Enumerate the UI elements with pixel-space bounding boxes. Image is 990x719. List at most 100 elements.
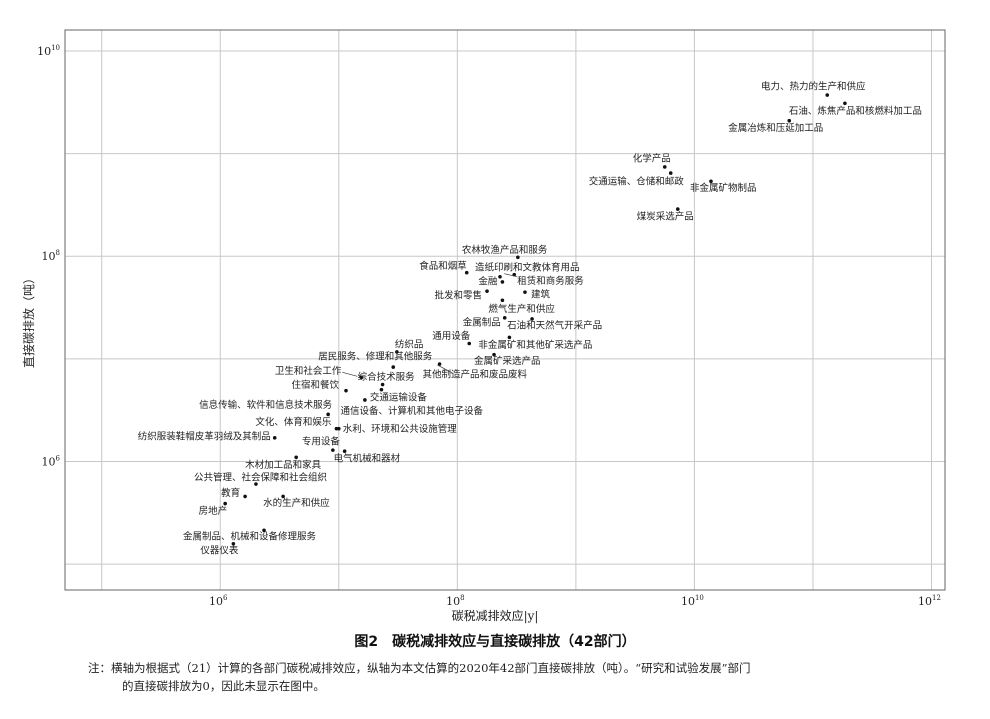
- y-tick-label: 106: [42, 455, 61, 469]
- data-point: [843, 101, 847, 106]
- data-point: [662, 165, 667, 169]
- data-point-label: 纺织品: [395, 338, 424, 350]
- data-point: [485, 289, 489, 293]
- data-point-label: 造纸印刷和文教体育用品: [475, 261, 580, 273]
- data-point: [380, 382, 385, 387]
- data-point-label: 食品和烟草: [419, 260, 467, 272]
- data-point-label: 金融: [478, 275, 498, 287]
- leader-line: [342, 371, 358, 377]
- data-point-label: 电力、热力的生产和供应: [761, 81, 866, 93]
- x-tick-label: 106: [209, 594, 228, 608]
- data-point: [272, 436, 277, 440]
- data-point: [391, 365, 396, 369]
- figure-caption: 图2 碳税减排效应与直接碳排放（42部门）: [354, 634, 636, 650]
- data-point-label: 煤炭采选产品: [637, 211, 694, 223]
- y-tick-labels: 106 108 1010: [37, 44, 60, 469]
- gridlines: [65, 30, 945, 590]
- data-point-label: 金属冶炼和压延加工品: [728, 122, 823, 134]
- data-point-label: 批发和零售: [435, 290, 483, 302]
- data-point-label: 水利、环境和公共设施管理: [343, 423, 458, 435]
- data-point-label: 水的生产和供应: [263, 497, 330, 509]
- data-point-label: 文化、体育和娱乐: [255, 416, 332, 428]
- data-point: [787, 118, 792, 123]
- data-points: 电力、热力的生产和供应石油、炼焦产品和核燃料加工品金属冶炼和压延加工品化学产品交…: [138, 81, 922, 557]
- data-point: [500, 298, 505, 303]
- data-point: [502, 316, 507, 320]
- data-point: [668, 171, 673, 175]
- figure-note: 注：横轴为根据式（21）计算的各部门碳税减排效应，纵轴为本文估算的2020年42…: [88, 659, 968, 695]
- data-point: [507, 335, 512, 340]
- data-point-label: 燃气生产和供应: [488, 303, 555, 315]
- plot-frame: [64, 29, 946, 591]
- data-point-label: 石油、炼焦产品和核燃料加工品: [789, 105, 922, 117]
- data-point: [262, 528, 266, 533]
- x-tick-label: 1012: [918, 594, 941, 608]
- data-point: [379, 387, 384, 392]
- data-point-label: 非金属矿物制品: [690, 182, 757, 194]
- data-point-label: 纺织服装鞋帽皮革羽绒及其制品: [138, 430, 271, 442]
- data-point-label: 租赁和商务服务: [517, 275, 584, 287]
- x-tick-label: 108: [446, 594, 464, 608]
- data-point: [530, 317, 534, 321]
- data-point-label: 金属制品: [463, 316, 501, 328]
- y-axis-label: 直接碳排放（吨）: [21, 272, 36, 368]
- y-tick-label: 108: [42, 249, 60, 263]
- data-point: [281, 494, 285, 499]
- leader-line: [437, 364, 453, 374]
- note-line-1: 注：横轴为根据式（21）计算的各部门碳税减排效应，纵轴为本文估算的2020年42…: [88, 661, 751, 675]
- x-tick-labels: 106 108 1010 1012: [209, 594, 941, 608]
- x-tick-label: 1010: [681, 594, 704, 608]
- data-point: [825, 93, 830, 97]
- data-point: [675, 207, 680, 211]
- data-point-label: 综合技术服务: [358, 371, 416, 383]
- data-point-label: 石油和天然气开采产品: [507, 319, 602, 331]
- data-point: [709, 179, 713, 184]
- data-point: [231, 541, 236, 546]
- data-point-label: 住宿和餐饮: [291, 379, 339, 391]
- data-point-label: 金属矿采选产品: [474, 355, 541, 367]
- data-point-label: 通用设备: [432, 330, 471, 342]
- data-point: [342, 449, 347, 454]
- y-tick-label: 1010: [37, 44, 60, 58]
- data-point: [337, 426, 341, 431]
- data-point-label: 仪器仪表: [200, 544, 239, 556]
- data-point-label: 卫生和社会工作: [275, 365, 342, 377]
- data-point: [359, 375, 364, 380]
- data-point-label: 公共管理、社会保障和社会组织: [194, 472, 327, 484]
- data-point-label: 房地产: [199, 505, 228, 517]
- data-point-label: 非金属矿和其他矿采选产品: [478, 339, 592, 351]
- data-point: [492, 352, 496, 357]
- data-point-label: 教育: [221, 487, 240, 499]
- leader-line: [504, 273, 518, 278]
- data-point-label: 电气机械和器材: [334, 453, 401, 465]
- data-point-label: 农林牧渔产品和服务: [462, 244, 548, 256]
- data-point-label: 木材加工品和家具: [245, 459, 322, 471]
- data-point-label: 金属制品、机械和设备修理服务: [183, 531, 317, 543]
- data-point: [344, 388, 348, 393]
- data-point: [464, 270, 469, 275]
- data-point-label: 居民服务、修理和其他服务: [318, 351, 433, 363]
- data-point-label: 化学产品: [633, 152, 671, 164]
- data-point: [243, 494, 247, 499]
- data-point: [500, 280, 505, 284]
- data-point: [294, 455, 298, 460]
- note-line-2: 的直接碳排放为0，因此未显示在图中。: [122, 679, 325, 693]
- data-point: [516, 255, 520, 260]
- data-point-label: 信息传输、软件和信息技术服务: [199, 399, 333, 411]
- x-axis-label: 碳税减排效应|y|: [452, 608, 539, 623]
- data-point-label: 通信设备、计算机和其他电子设备: [340, 405, 483, 417]
- data-point: [523, 290, 527, 294]
- data-point-label: 建筑: [531, 289, 551, 301]
- data-point: [363, 398, 367, 402]
- data-point-label: 其他制造产品和废品废料: [423, 369, 528, 381]
- data-point-label: 交通运输、仓储和邮政: [589, 176, 685, 188]
- data-point: [395, 350, 399, 354]
- data-point: [254, 482, 258, 486]
- data-point: [223, 501, 227, 506]
- data-point: [326, 412, 330, 417]
- data-point: [467, 341, 472, 346]
- data-point-label: 专用设备: [302, 436, 341, 448]
- data-point: [437, 362, 442, 366]
- data-point-label: 交通运输设备: [370, 391, 428, 403]
